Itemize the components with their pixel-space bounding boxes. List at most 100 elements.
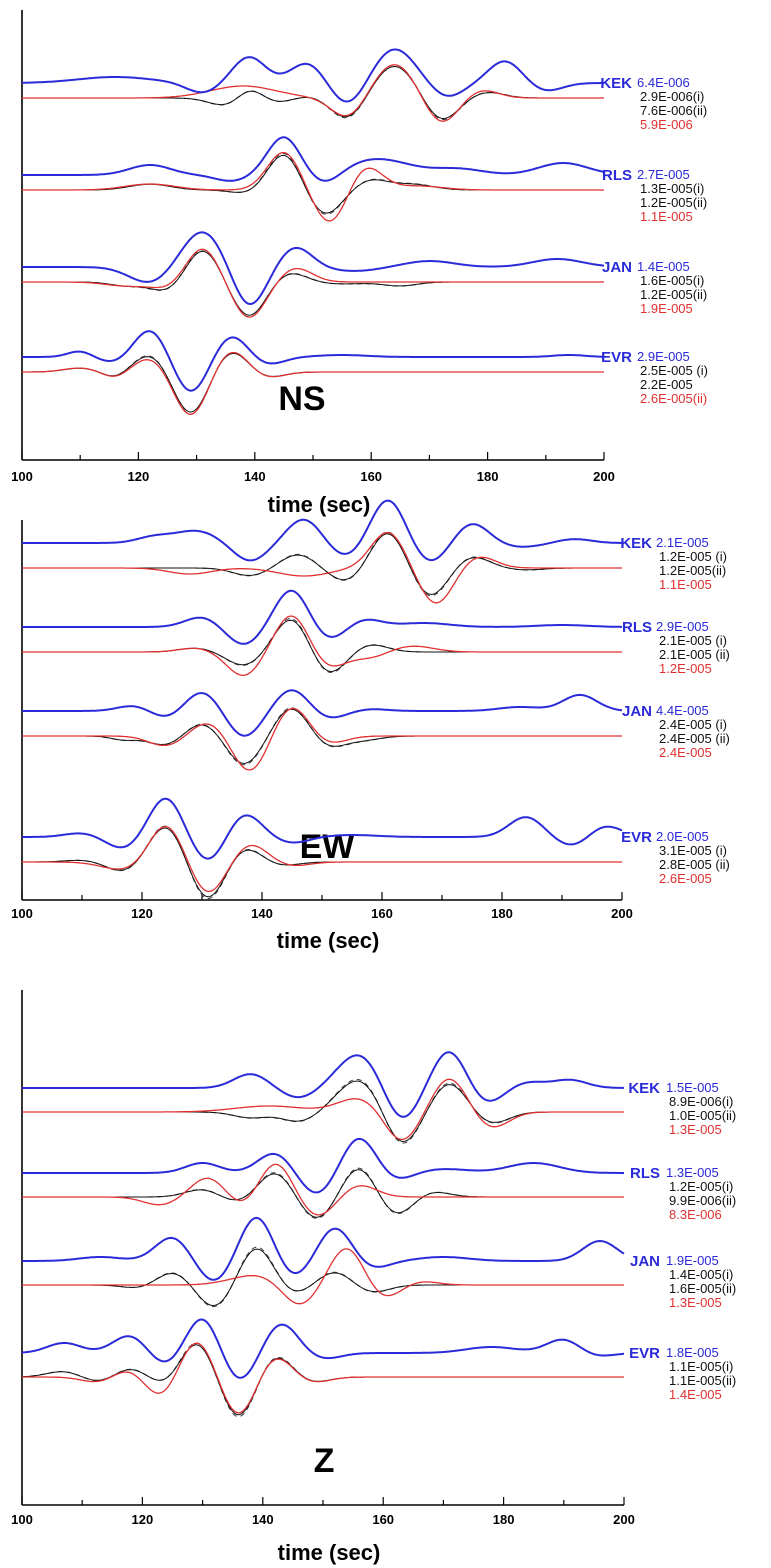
amplitude-label: 1.2E-005(ii) bbox=[659, 563, 726, 578]
amplitude-label: 1.3E-005(i) bbox=[640, 181, 704, 196]
amplitude-label: 1.6E-005(ii) bbox=[669, 1281, 736, 1296]
observed-trace bbox=[22, 330, 605, 392]
amplitude-label: 4.4E-005 bbox=[656, 703, 709, 718]
synthetic-ii-trace bbox=[22, 249, 604, 318]
red-synthetic-trace bbox=[22, 532, 622, 604]
red-synthetic-trace bbox=[22, 707, 622, 771]
amplitude-label: 2.4E-005 (ii) bbox=[659, 731, 730, 746]
station-evr-traces: EVR 1.8E-0051.1E-005(i)1.1E-005(ii)1.4E-0… bbox=[21, 1318, 736, 1418]
synthetic-i-trace bbox=[22, 1169, 624, 1218]
x-tick-label: 140 bbox=[252, 1512, 274, 1527]
component-label: Z bbox=[314, 1442, 335, 1480]
amplitude-label: 1.9E-005 bbox=[666, 1253, 719, 1268]
component-label: EW bbox=[300, 828, 356, 866]
x-tick-label: 200 bbox=[613, 1512, 635, 1527]
station-label: RLS bbox=[630, 1165, 660, 1182]
amplitude-label: 1.1E-005(ii) bbox=[669, 1373, 736, 1388]
station-kek-traces: KEK 1.5E-0058.9E-006(i)1.0E-005(ii)1.3E-0… bbox=[22, 1051, 736, 1144]
amplitude-label: 2.7E-005 bbox=[637, 167, 690, 182]
amplitude-label: 1.4E-005 bbox=[669, 1387, 722, 1402]
amplitude-label: 2.5E-005 (i) bbox=[640, 363, 708, 378]
red-synthetic-trace bbox=[22, 615, 622, 676]
panel-ew: 100 120 140 160 180 200 time (sec) EW KEK 2.1E-00… bbox=[11, 499, 730, 953]
amplitude-label: 2.1E-005 bbox=[656, 535, 709, 550]
synthetic-i-trace bbox=[22, 154, 604, 214]
amplitude-label: 1.2E-005 bbox=[659, 661, 712, 676]
station-label: KEK bbox=[600, 75, 632, 92]
red-synthetic-trace bbox=[22, 1248, 624, 1305]
amplitude-label: 2.9E-005 bbox=[637, 349, 690, 364]
red-synthetic-trace bbox=[22, 1163, 624, 1216]
x-tick-label: 180 bbox=[491, 906, 513, 921]
station-jan-traces: JAN 1.4E-0051.6E-005(i)1.2E-005(ii)1.9E-0… bbox=[22, 231, 707, 318]
amplitude-label: 8.3E-006 bbox=[669, 1207, 722, 1222]
observed-trace bbox=[22, 499, 622, 562]
amplitude-label: 1.2E-005 (i) bbox=[659, 549, 727, 564]
amplitude-label: 8.9E-006(i) bbox=[669, 1094, 733, 1109]
red-synthetic-trace bbox=[22, 64, 604, 122]
station-label: JAN bbox=[602, 259, 632, 276]
amplitude-label: 1.1E-005 bbox=[659, 577, 712, 592]
observed-trace bbox=[22, 1216, 625, 1281]
observed-trace bbox=[22, 689, 623, 737]
x-tick-label: 120 bbox=[131, 906, 153, 921]
amplitude-label: 1.3E-005 bbox=[669, 1122, 722, 1137]
red-synthetic-trace bbox=[22, 248, 604, 318]
amplitude-label: 1.6E-005(i) bbox=[640, 273, 704, 288]
synthetic-ii-trace bbox=[22, 153, 604, 215]
amplitude-label: 6.4E-006 bbox=[637, 75, 690, 90]
amplitude-label: 2.6E-005 bbox=[659, 871, 712, 886]
observed-trace bbox=[22, 136, 605, 182]
red-synthetic-trace bbox=[22, 825, 622, 893]
synthetic-ii-trace bbox=[22, 64, 604, 121]
station-label: RLS bbox=[622, 619, 652, 636]
panel-z: 100 120 140 160 180 200 time (sec) Z KEK 1.5E-005… bbox=[11, 990, 736, 1565]
amplitude-label: 2.9E-006(i) bbox=[640, 89, 704, 104]
component-label: NS bbox=[278, 380, 325, 418]
amplitude-label: 1.4E-005(i) bbox=[669, 1267, 733, 1282]
amplitude-label: 1.1E-005(i) bbox=[669, 1359, 733, 1374]
amplitude-label: 5.9E-006 bbox=[640, 117, 693, 132]
observed-trace bbox=[21, 1318, 625, 1379]
amplitude-label: 2.4E-005 bbox=[659, 745, 712, 760]
x-tick-label: 160 bbox=[371, 906, 393, 921]
synthetic-i-trace bbox=[22, 250, 604, 316]
amplitude-label: 2.0E-005 bbox=[656, 829, 709, 844]
red-synthetic-trace bbox=[22, 351, 604, 415]
station-label: JAN bbox=[630, 1253, 660, 1270]
station-jan-traces: JAN 1.9E-0051.4E-005(i)1.6E-005(ii)1.3E-0… bbox=[22, 1216, 736, 1310]
station-label: EVR bbox=[629, 1345, 660, 1362]
amplitude-label: 1.8E-005 bbox=[666, 1345, 719, 1360]
station-kek-traces: KEK 6.4E-0062.9E-006(i)7.6E-006(ii)5.9E-0… bbox=[22, 48, 707, 132]
amplitude-label: 1.4E-005 bbox=[637, 259, 690, 274]
synthetic-i-trace bbox=[22, 65, 604, 119]
observed-trace bbox=[22, 589, 622, 645]
red-synthetic-trace bbox=[22, 1078, 624, 1141]
station-label: EVR bbox=[621, 829, 652, 846]
observed-trace bbox=[22, 797, 623, 860]
x-tick-label: 180 bbox=[493, 1512, 515, 1527]
station-label: KEK bbox=[628, 1080, 660, 1097]
x-tick-label: 180 bbox=[477, 469, 499, 484]
amplitude-label: 2.1E-005 (i) bbox=[659, 633, 727, 648]
station-label: JAN bbox=[622, 703, 652, 720]
amplitude-label: 2.2E-005 bbox=[640, 377, 693, 392]
amplitude-label: 1.9E-005 bbox=[640, 301, 693, 316]
panel-ns: 100 120 140 160 180 200 time (sec) NS KEK 6.4E-00… bbox=[11, 10, 708, 517]
x-tick-label: 200 bbox=[611, 906, 633, 921]
x-axis-title: time (sec) bbox=[278, 1540, 381, 1565]
amplitude-label: 2.1E-005 (ii) bbox=[659, 647, 730, 662]
amplitude-label: 7.6E-006(ii) bbox=[640, 103, 707, 118]
x-tick-label: 200 bbox=[593, 469, 615, 484]
x-tick-label: 100 bbox=[11, 1512, 33, 1527]
x-tick-label: 140 bbox=[244, 469, 266, 484]
amplitude-label: 9.9E-006(ii) bbox=[669, 1193, 736, 1208]
red-synthetic-trace bbox=[22, 1342, 624, 1414]
amplitude-label: 1.5E-005 bbox=[666, 1080, 719, 1095]
x-tick-label: 100 bbox=[11, 906, 33, 921]
observed-trace bbox=[22, 1051, 624, 1118]
